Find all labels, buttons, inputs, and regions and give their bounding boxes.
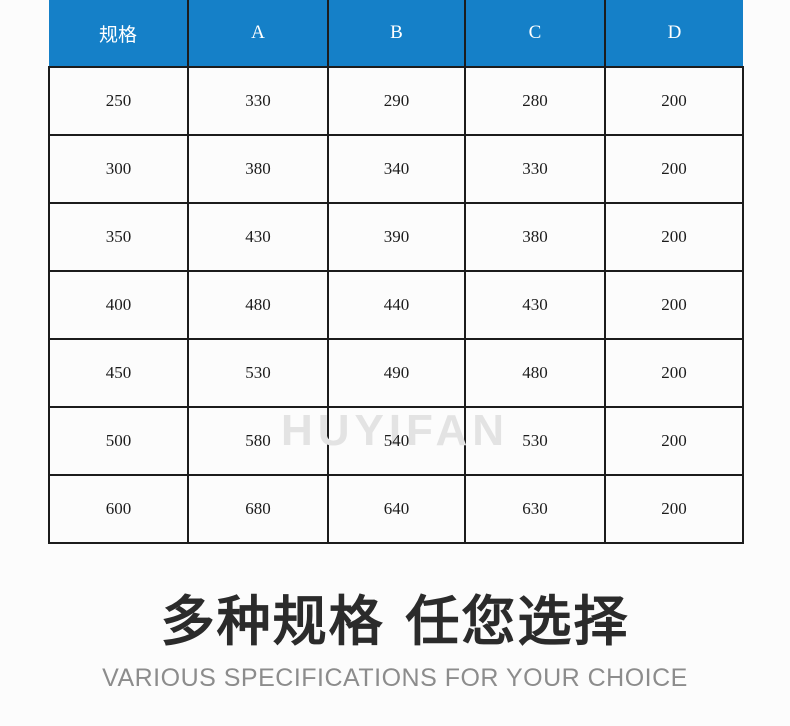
table-row: 450 530 490 480 200 [48,339,744,408]
cell-c: 330 [465,135,606,204]
cell-d: 200 [605,203,744,272]
cell-spec: 250 [48,67,189,136]
column-header-b: B [328,0,466,68]
cell-spec: 350 [48,203,189,272]
cell-d: 200 [605,475,744,544]
cell-d: 200 [605,135,744,204]
table-body: 250 330 290 280 200 300 380 340 330 200 … [48,67,744,544]
table-header-row: 规格 A B C D [49,0,743,68]
headline-chinese: 多种规格 任您选择 [160,590,630,653]
cell-a: 330 [188,67,329,136]
cell-b: 290 [328,67,466,136]
cell-b: 540 [328,407,466,476]
cell-a: 430 [188,203,329,272]
cell-c: 530 [465,407,606,476]
cell-c: 480 [465,339,606,408]
cell-spec: 400 [48,271,189,340]
cell-c: 430 [465,271,606,340]
column-header-d: D [605,0,743,68]
headline-block: 多种规格 任您选择 VARIOUS SPECIFICATIONS FOR YOU… [0,588,790,693]
cell-spec: 450 [48,339,189,408]
cell-spec: 500 [48,407,189,476]
headline-english: VARIOUS SPECIFICATIONS FOR YOUR CHOICE [102,663,688,692]
cell-d: 200 [605,407,744,476]
column-header-c: C [465,0,606,68]
cell-a: 580 [188,407,329,476]
cell-b: 340 [328,135,466,204]
cell-d: 200 [605,339,744,408]
cell-c: 280 [465,67,606,136]
cell-b: 490 [328,339,466,408]
cell-c: 630 [465,475,606,544]
cell-b: 440 [328,271,466,340]
cell-d: 200 [605,271,744,340]
table-row: 250 330 290 280 200 [48,67,744,136]
cell-d: 200 [605,67,744,136]
specification-table-container: 规格 A B C D 250 330 290 280 200 300 380 [48,0,744,544]
table-row: 300 380 340 330 200 [48,135,744,204]
column-header-a: A [188,0,329,68]
cell-b: 640 [328,475,466,544]
cell-b: 390 [328,203,466,272]
table-row: 350 430 390 380 200 [48,203,744,272]
cell-a: 480 [188,271,329,340]
column-header-spec: 规格 [49,0,189,68]
table-row: 600 680 640 630 200 [48,475,744,544]
cell-a: 680 [188,475,329,544]
table-row: 400 480 440 430 200 [48,271,744,340]
specification-table: 规格 A B C D 250 330 290 280 200 300 380 [48,0,744,544]
cell-c: 380 [465,203,606,272]
cell-spec: 600 [48,475,189,544]
table-header: 规格 A B C D [49,0,743,68]
table-row: 500 580 540 530 200 [48,407,744,476]
cell-a: 530 [188,339,329,408]
cell-a: 380 [188,135,329,204]
cell-spec: 300 [48,135,189,204]
